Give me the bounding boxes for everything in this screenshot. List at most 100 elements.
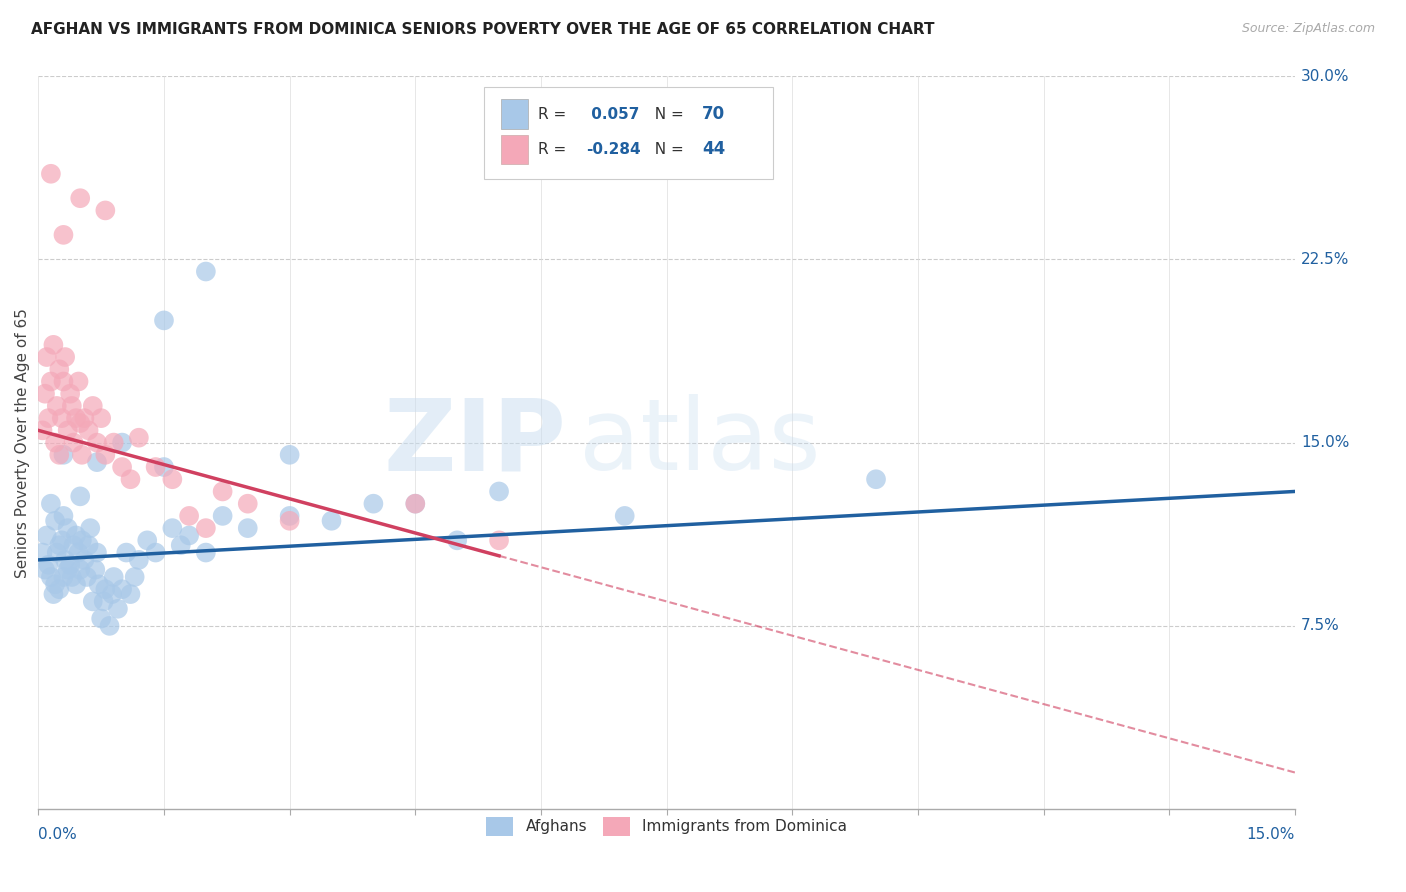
Text: 30.0%: 30.0% xyxy=(1301,69,1350,84)
Point xyxy=(865,472,887,486)
Point xyxy=(179,508,201,523)
Point xyxy=(65,577,87,591)
Point xyxy=(120,587,142,601)
Point xyxy=(52,570,75,584)
Point xyxy=(39,167,62,181)
Point xyxy=(31,545,53,559)
Point xyxy=(60,570,83,584)
Point xyxy=(86,545,108,559)
Point xyxy=(278,448,301,462)
Point xyxy=(45,399,67,413)
Point xyxy=(153,313,176,327)
Point xyxy=(48,582,70,597)
Point xyxy=(62,538,84,552)
Text: atlas: atlas xyxy=(579,394,820,491)
Point xyxy=(211,508,233,523)
Legend: Afghans, Immigrants from Dominica: Afghans, Immigrants from Dominica xyxy=(479,811,853,842)
Point xyxy=(162,521,184,535)
Text: 0.0%: 0.0% xyxy=(38,828,77,842)
Point xyxy=(67,375,90,389)
Point xyxy=(404,497,426,511)
Point xyxy=(69,489,91,503)
Point xyxy=(87,577,110,591)
Point xyxy=(45,545,67,559)
Point xyxy=(73,553,96,567)
Point xyxy=(145,460,167,475)
Point xyxy=(73,411,96,425)
Point xyxy=(363,497,385,511)
Point xyxy=(62,435,84,450)
Point xyxy=(115,545,138,559)
Point xyxy=(236,497,259,511)
Point xyxy=(44,514,66,528)
Point xyxy=(69,191,91,205)
Point xyxy=(39,497,62,511)
Point xyxy=(76,570,98,584)
Point xyxy=(128,431,150,445)
Point xyxy=(52,227,75,242)
Point xyxy=(84,563,107,577)
Point xyxy=(101,587,124,601)
Point xyxy=(34,386,56,401)
Point xyxy=(52,508,75,523)
Point xyxy=(153,460,176,475)
Point xyxy=(236,521,259,535)
Point xyxy=(321,514,343,528)
Y-axis label: Seniors Poverty Over the Age of 65: Seniors Poverty Over the Age of 65 xyxy=(15,308,30,577)
Point xyxy=(59,558,82,572)
Point xyxy=(111,460,134,475)
Point xyxy=(170,538,193,552)
Point xyxy=(111,582,134,597)
Point xyxy=(94,582,117,597)
Point xyxy=(70,448,93,462)
Point xyxy=(42,338,65,352)
Point xyxy=(48,362,70,376)
FancyBboxPatch shape xyxy=(501,135,529,164)
Text: 15.0%: 15.0% xyxy=(1247,828,1295,842)
Point xyxy=(194,264,217,278)
Point xyxy=(53,350,76,364)
Text: Source: ZipAtlas.com: Source: ZipAtlas.com xyxy=(1241,22,1375,36)
Point xyxy=(86,455,108,469)
Text: 44: 44 xyxy=(702,140,725,159)
Point xyxy=(107,601,129,615)
Point xyxy=(51,533,73,548)
Text: 22.5%: 22.5% xyxy=(1301,252,1350,267)
Text: -0.284: -0.284 xyxy=(586,142,641,157)
Point xyxy=(211,484,233,499)
Point xyxy=(44,435,66,450)
Point xyxy=(103,435,125,450)
Point xyxy=(82,399,104,413)
Text: R =: R = xyxy=(538,142,572,157)
Text: 0.057: 0.057 xyxy=(586,107,640,121)
FancyBboxPatch shape xyxy=(485,87,773,178)
Text: 70: 70 xyxy=(702,105,725,123)
Point xyxy=(39,570,62,584)
Point xyxy=(53,553,76,567)
Point xyxy=(404,497,426,511)
Point xyxy=(194,545,217,559)
Point xyxy=(111,435,134,450)
Point xyxy=(488,533,510,548)
FancyBboxPatch shape xyxy=(501,100,529,128)
Point xyxy=(278,508,301,523)
Text: R =: R = xyxy=(538,107,572,121)
Point xyxy=(52,448,75,462)
Text: ZIP: ZIP xyxy=(384,394,567,491)
Point xyxy=(90,611,112,625)
Point xyxy=(69,563,91,577)
Text: N =: N = xyxy=(645,107,689,121)
Point xyxy=(69,416,91,430)
Point xyxy=(98,619,121,633)
Point xyxy=(488,484,510,499)
Point xyxy=(65,528,87,542)
Point xyxy=(56,521,79,535)
Point xyxy=(56,563,79,577)
Point xyxy=(136,533,159,548)
Point xyxy=(39,375,62,389)
Point xyxy=(31,423,53,437)
Point xyxy=(82,594,104,608)
Point xyxy=(65,411,87,425)
Point xyxy=(124,570,146,584)
Point xyxy=(59,386,82,401)
